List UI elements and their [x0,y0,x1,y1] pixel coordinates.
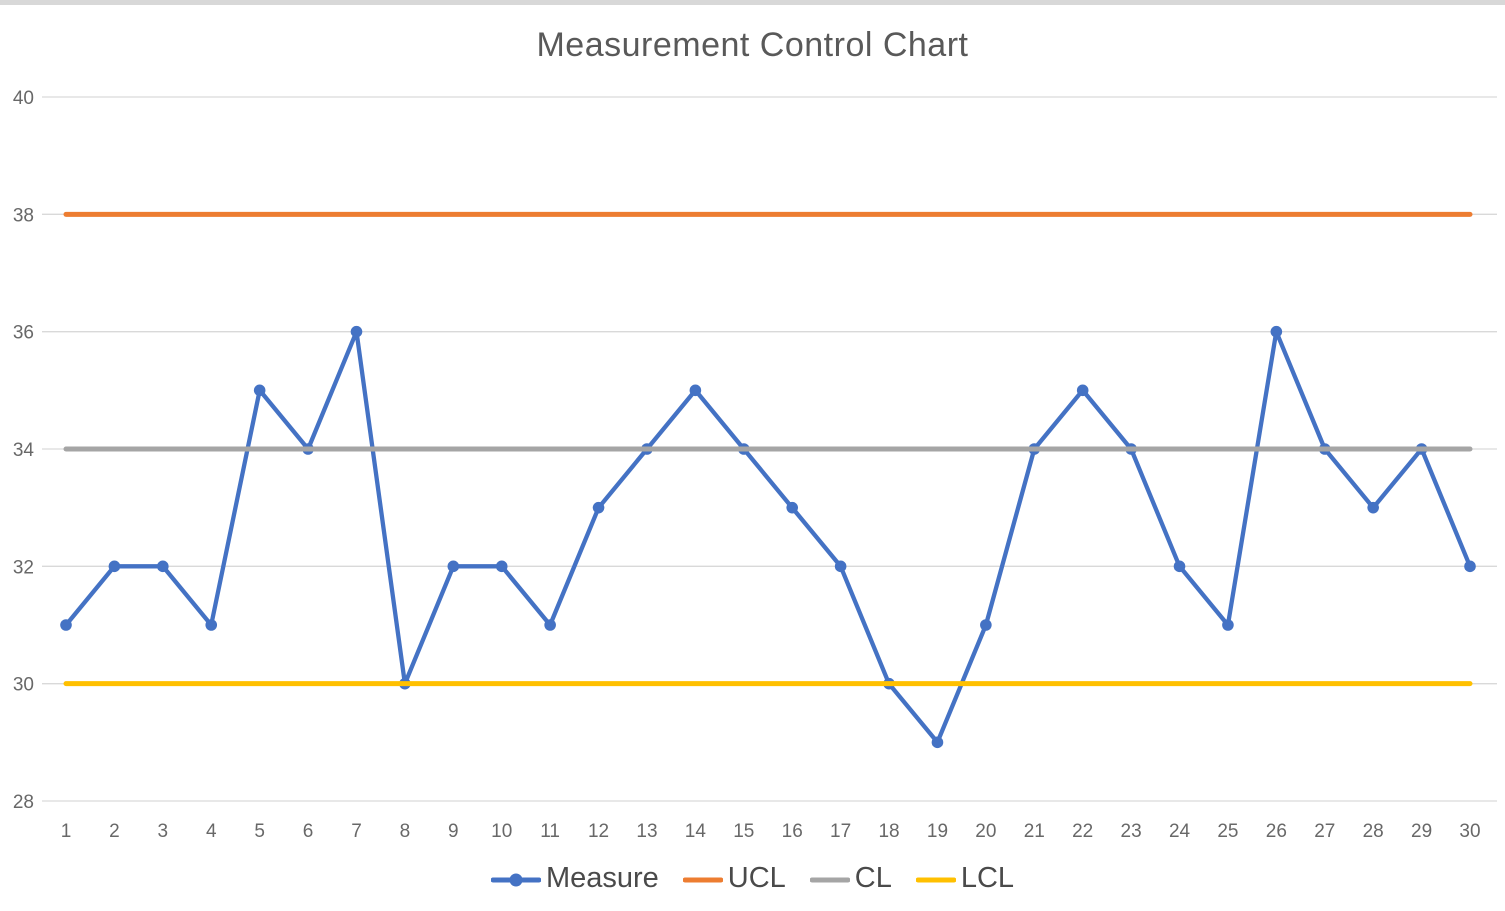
measure-data-point-marker [447,560,460,573]
svg-text:25: 25 [1217,821,1238,842]
svg-text:30: 30 [1459,821,1480,842]
svg-text:19: 19 [927,821,948,842]
measure-data-point-marker [1367,501,1379,514]
legend-item-lcl[interactable]: LCL [915,862,1015,896]
svg-text:1: 1 [61,821,72,842]
svg-text:10: 10 [491,821,512,842]
svg-text:40: 40 [13,88,34,109]
svg-text:7: 7 [351,821,362,842]
measure-data-point-marker [544,619,556,631]
svg-text:28: 28 [1363,821,1384,842]
svg-text:28: 28 [13,792,34,813]
svg-text:24: 24 [1169,821,1191,842]
legend-label: LCL [960,862,1015,894]
svg-text:16: 16 [782,821,803,842]
measure-data-point-marker [786,501,799,514]
svg-text:17: 17 [830,821,851,842]
measure-series [60,325,1476,749]
svg-text:9: 9 [448,821,459,842]
svg-text:34: 34 [13,440,35,461]
chart-title: Measurement Control Chart [536,26,969,64]
measure-data-point-marker [689,384,702,397]
measure-data-point-marker [1222,619,1234,631]
svg-text:6: 6 [303,821,314,842]
svg-text:21: 21 [1024,821,1045,842]
svg-text:8: 8 [400,821,411,842]
measure-data-point-marker [205,619,218,631]
legend-label: CL [854,862,892,894]
svg-text:26: 26 [1266,821,1287,842]
measure-data-point-marker [1173,560,1186,573]
measure-data-point-marker [60,619,72,631]
legend-item-ucl[interactable]: UCL [682,862,786,896]
measure-data-point-marker [980,619,992,631]
measure-data-point-marker [1270,325,1283,338]
measure-data-point-marker [1076,384,1089,397]
measure-data-point-marker [592,501,605,514]
svg-text:22: 22 [1072,821,1093,842]
legend-item-cl[interactable]: CL [809,862,892,896]
svg-text:15: 15 [733,821,754,842]
x-tick-labels: 1 2 3 4 5 6 7 8 9 10 11 12 13 14 15 16 17 18 19 20 21 22 23 24 2… [61,821,1481,842]
measure-data-point-marker [253,384,266,397]
svg-text:36: 36 [13,323,34,344]
legend-label: UCL [727,862,786,894]
measure-series-line[interactable] [63,329,1473,745]
legend-label: Measure [545,862,659,894]
svg-text:12: 12 [588,821,609,842]
svg-text:13: 13 [636,821,657,842]
svg-text:29: 29 [1411,821,1432,842]
svg-text:38: 38 [13,205,34,226]
svg-text:27: 27 [1314,821,1335,842]
svg-text:30: 30 [13,675,34,696]
ucl-series-swatch-icon [682,877,723,883]
svg-text:11: 11 [540,821,560,842]
svg-text:14: 14 [685,821,707,842]
lcl-series-swatch-icon [915,877,956,883]
cl-series-swatch-icon [809,877,850,883]
svg-text:3: 3 [158,821,169,842]
svg-text:20: 20 [975,821,996,842]
measure-series-swatch-icon [490,873,541,887]
svg-text:4: 4 [206,821,217,842]
svg-text:2: 2 [109,821,120,842]
svg-text:32: 32 [13,557,34,578]
window-top-edge [0,0,1505,5]
y-tick-labels: 28 30 32 34 36 38 40 [13,88,35,813]
svg-text:23: 23 [1121,821,1142,842]
measure-data-point-marker [108,560,121,573]
chart-legend: Measure UCL CL LCL [0,856,1505,904]
legend-item-measure[interactable]: Measure [490,862,659,896]
svg-text:18: 18 [878,821,899,842]
measure-data-point-marker [1464,560,1476,573]
measure-data-point-marker [495,560,508,573]
measure-data-point-marker [931,736,944,749]
svg-text:5: 5 [254,821,265,842]
measure-data-point-marker [157,560,169,573]
measure-data-point-marker [350,325,363,338]
measure-data-point-marker [834,560,847,573]
